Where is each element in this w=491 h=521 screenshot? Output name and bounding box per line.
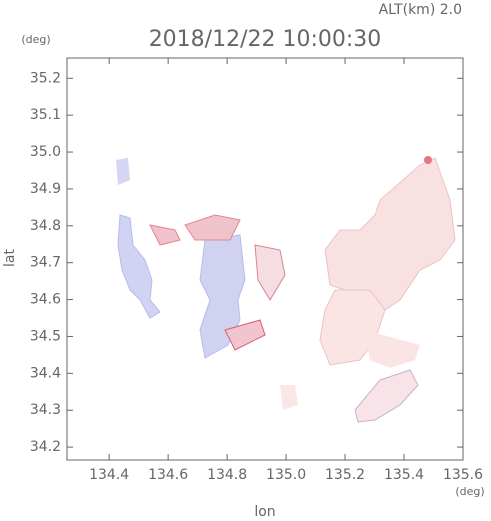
x-unit: (deg) — [455, 485, 484, 498]
y-tick-label: 35.2 — [30, 70, 61, 86]
echo-blob — [224, 319, 266, 351]
x-tick-label: 134.6 — [148, 467, 188, 483]
echo-blob — [324, 157, 456, 311]
echo-blob — [117, 214, 161, 319]
y-tick-label: 34.2 — [30, 439, 61, 455]
y-tick-label: 35.1 — [30, 107, 61, 123]
echo-blob — [149, 214, 241, 246]
echo-blob — [424, 156, 432, 164]
x-axis-label: lon — [254, 504, 275, 520]
x-tick-label: 134.4 — [89, 467, 129, 483]
y-tick-label: 34.3 — [30, 402, 61, 418]
y-tick-label: 34.7 — [30, 255, 61, 271]
echo-blob — [254, 244, 286, 301]
y-unit: (deg) — [21, 33, 50, 46]
x-tick-label: 135.0 — [266, 467, 306, 483]
x-tick-label: 134.8 — [207, 467, 247, 483]
x-tick-label: 135.2 — [325, 467, 365, 483]
echo-blob — [280, 385, 298, 410]
y-tick-label: 34.5 — [30, 328, 61, 344]
echo-blob — [365, 330, 420, 368]
y-tick-label: 34.6 — [30, 292, 61, 308]
y-axis-label: lat — [2, 249, 18, 267]
y-tick-label: 34.9 — [30, 181, 61, 197]
echo-blob — [354, 369, 419, 423]
x-tick-label: 135.4 — [384, 467, 424, 483]
echo-blob — [116, 158, 130, 185]
chart-title: 2018/12/22 10:00:30 — [149, 27, 382, 52]
x-tick-label: 135.6 — [443, 467, 483, 483]
y-tick-label: 34.4 — [30, 365, 61, 381]
echo-field — [116, 156, 456, 423]
plot-frame — [66, 57, 464, 461]
y-tick-label: 34.8 — [30, 218, 61, 234]
altitude-label: ALT(km) 2.0 — [379, 2, 462, 18]
y-tick-label: 35.0 — [30, 144, 61, 160]
